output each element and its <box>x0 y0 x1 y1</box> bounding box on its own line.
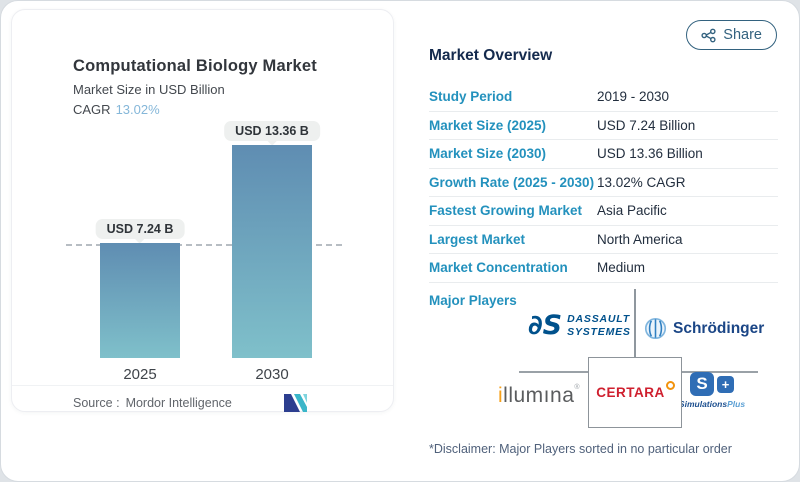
source-row: Source : Mordor Intelligence <box>12 385 393 413</box>
table-row: Market Size (2025) USD 7.24 Billion <box>429 112 778 140</box>
schrodinger-wordmark: Schrödinger <box>673 319 765 337</box>
chart-title: Computational Biology Market <box>73 57 317 75</box>
table-row: Fastest Growing Market Asia Pacific <box>429 197 778 226</box>
schrodinger-logo: Schrödinger <box>644 317 764 340</box>
row-value: 2019 - 2030 <box>597 89 670 105</box>
dassault-systemes-logo: ∂S DASSAULT SYSTEMES <box>528 312 631 339</box>
row-value: Asia Pacific <box>597 203 667 219</box>
chart-panel: Computational Biology Market Market Size… <box>11 9 394 412</box>
row-label: Fastest Growing Market <box>429 203 583 219</box>
illumina-logo: illumına® <box>498 384 581 407</box>
certara-logo: CERTARA <box>588 357 682 428</box>
reference-line <box>66 244 342 246</box>
source-label: Source : <box>73 396 120 410</box>
row-label: Market Concentration <box>429 260 568 276</box>
major-players-label: Major Players <box>429 293 517 308</box>
share-label: Share <box>723 27 762 43</box>
cagr-value: 13.02% <box>115 102 160 117</box>
table-row: Largest Market North America <box>429 226 778 254</box>
simulations-plus-wordmark: SimulationsPlus <box>678 399 746 409</box>
players-tree-stem-line <box>634 289 636 359</box>
table-row: Market Size (2030) USD 13.36 Billion <box>429 140 778 169</box>
mordor-intelligence-logo-icon <box>284 394 307 412</box>
simulations-plus-logo: S + SimulationsPlus <box>671 372 753 409</box>
table-row: Study Period 2019 - 2030 <box>429 83 778 112</box>
overview-title: Market Overview <box>429 47 553 64</box>
row-value: USD 13.36 Billion <box>597 146 703 162</box>
certara-ring-icon <box>665 381 675 390</box>
value-label-2025: USD 7.24 B <box>95 219 185 244</box>
row-value: Medium <box>597 260 646 276</box>
dassault-3ds-mark-icon: ∂S <box>528 310 563 341</box>
table-row: Growth Rate (2025 - 2030) 13.02% CAGR <box>429 169 778 197</box>
row-label: Growth Rate (2025 - 2030) <box>429 174 595 190</box>
dassault-wordmark: DASSAULT SYSTEMES <box>567 313 631 338</box>
row-label: Market Size (2025) <box>429 117 547 133</box>
bar-2025 <box>100 243 180 358</box>
cagr-row: CAGR 13.02% <box>73 102 160 117</box>
share-icon <box>701 28 716 42</box>
source-value: Mordor Intelligence <box>125 396 232 410</box>
table-row: Market Concentration Medium <box>429 254 778 283</box>
simulations-plus-icon: S + <box>671 372 753 396</box>
source-text: Source : Mordor Intelligence <box>73 396 232 410</box>
disclaimer-text: *Disclaimer: Major Players sorted in no … <box>429 442 732 456</box>
row-value: 13.02% CAGR <box>597 174 686 190</box>
row-value: North America <box>597 231 683 247</box>
row-label: Largest Market <box>429 231 526 247</box>
row-label: Study Period <box>429 89 513 105</box>
share-button[interactable]: Share <box>686 20 777 50</box>
chart-subtitle: Market Size in USD Billion <box>73 82 225 97</box>
row-label: Market Size (2030) <box>429 146 547 162</box>
cagr-label: CAGR <box>73 102 111 117</box>
row-value: USD 7.24 Billion <box>597 117 696 133</box>
overview-table: Study Period 2019 - 2030 Market Size (20… <box>429 83 778 283</box>
value-label-2030: USD 13.36 B <box>224 121 320 146</box>
bar-2030 <box>232 145 312 358</box>
schrodinger-sphere-icon <box>644 317 667 340</box>
x-axis-label-2025: 2025 <box>123 366 157 383</box>
x-axis-label-2030: 2030 <box>255 366 289 383</box>
